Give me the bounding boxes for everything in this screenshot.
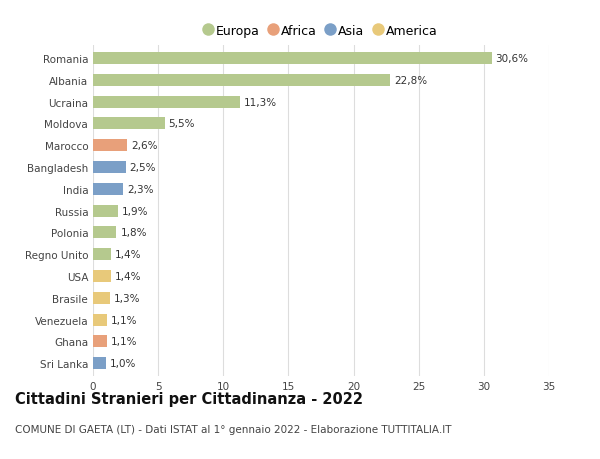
Bar bbox=[93, 162, 125, 174]
Text: 2,5%: 2,5% bbox=[130, 162, 156, 173]
Bar bbox=[93, 292, 110, 304]
Text: Cittadini Stranieri per Cittadinanza - 2022: Cittadini Stranieri per Cittadinanza - 2… bbox=[15, 391, 363, 406]
Bar bbox=[93, 358, 106, 369]
Text: 2,6%: 2,6% bbox=[131, 141, 157, 151]
Bar bbox=[93, 75, 390, 87]
Bar bbox=[93, 205, 118, 217]
Text: 11,3%: 11,3% bbox=[244, 97, 277, 107]
Text: 5,5%: 5,5% bbox=[169, 119, 195, 129]
Text: 2,3%: 2,3% bbox=[127, 185, 154, 195]
Bar bbox=[93, 336, 107, 347]
Text: 1,9%: 1,9% bbox=[122, 206, 148, 216]
Text: 1,1%: 1,1% bbox=[111, 315, 138, 325]
Text: 30,6%: 30,6% bbox=[496, 54, 529, 64]
Text: 1,3%: 1,3% bbox=[114, 293, 140, 303]
Legend: Europa, Africa, Asia, America: Europa, Africa, Asia, America bbox=[201, 21, 441, 41]
Bar bbox=[93, 314, 107, 326]
Bar bbox=[93, 270, 111, 282]
Text: 22,8%: 22,8% bbox=[394, 76, 427, 86]
Text: 1,1%: 1,1% bbox=[111, 336, 138, 347]
Text: 1,8%: 1,8% bbox=[121, 228, 147, 238]
Text: 1,4%: 1,4% bbox=[115, 250, 142, 260]
Text: 1,0%: 1,0% bbox=[110, 358, 136, 368]
Bar bbox=[93, 140, 127, 152]
Bar bbox=[93, 184, 123, 196]
Bar bbox=[93, 227, 116, 239]
Text: 1,4%: 1,4% bbox=[115, 271, 142, 281]
Bar bbox=[93, 53, 491, 65]
Bar bbox=[93, 96, 240, 108]
Bar bbox=[93, 249, 111, 261]
Text: COMUNE DI GAETA (LT) - Dati ISTAT al 1° gennaio 2022 - Elaborazione TUTTITALIA.I: COMUNE DI GAETA (LT) - Dati ISTAT al 1° … bbox=[15, 424, 452, 434]
Bar bbox=[93, 118, 164, 130]
